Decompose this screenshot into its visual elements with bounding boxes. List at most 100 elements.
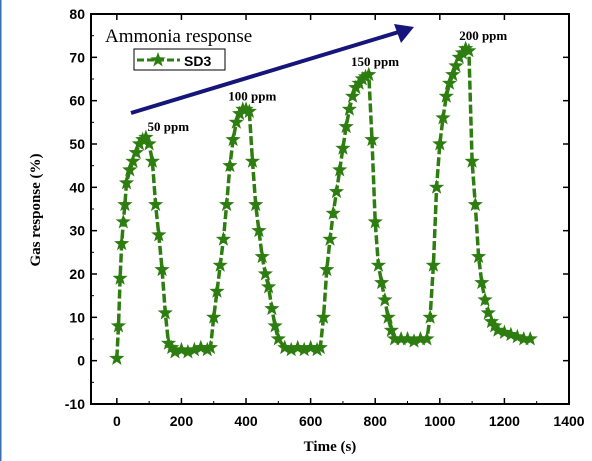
data-point <box>209 283 225 298</box>
data-point <box>406 333 422 348</box>
data-point <box>180 344 196 359</box>
data-point <box>312 339 328 355</box>
y-tick-label: 60 <box>69 93 85 109</box>
x-axis-title: Time (s) <box>304 439 357 455</box>
data-point <box>364 131 380 147</box>
data-point <box>141 136 157 151</box>
x-tick-label: 400 <box>234 413 258 429</box>
x-tick-label: 1400 <box>553 413 584 429</box>
data-point <box>361 66 377 82</box>
trend-arrow <box>130 24 414 115</box>
data-point <box>112 270 128 285</box>
data-point <box>122 162 138 177</box>
data-point <box>516 331 532 346</box>
data-point <box>471 248 487 264</box>
legend-marker <box>150 52 166 67</box>
legend-box <box>133 48 226 71</box>
data-point <box>254 248 270 264</box>
data-point <box>483 313 500 329</box>
data-point <box>251 222 267 238</box>
data-point <box>325 205 341 220</box>
data-point <box>429 179 445 194</box>
y-tick-label: 40 <box>69 179 85 195</box>
data-point <box>432 136 448 151</box>
data-point <box>228 114 244 129</box>
data-point <box>212 257 228 272</box>
y-tick-label: 30 <box>69 223 85 239</box>
y-tick-label: 10 <box>69 309 85 325</box>
legend-label: SD3 <box>184 53 211 69</box>
data-point <box>109 350 125 365</box>
figure-border-left <box>0 0 2 461</box>
data-point <box>206 309 222 324</box>
y-tick-label: 0 <box>77 353 85 369</box>
data-point <box>241 103 257 118</box>
data-point <box>125 153 141 168</box>
data-point <box>186 341 202 357</box>
y-tick-label: -10 <box>65 396 85 412</box>
data-point <box>215 231 231 246</box>
data-point <box>164 339 180 355</box>
data-point <box>425 257 441 272</box>
data-point <box>474 274 490 290</box>
data-point <box>173 341 189 357</box>
data-point <box>448 58 464 73</box>
data-point <box>487 318 503 333</box>
data-point <box>264 300 280 316</box>
data-point <box>377 292 393 307</box>
annotation-layer: 50 ppm 100 ppm 150 ppm 200 ppm <box>148 28 508 134</box>
data-point <box>315 309 332 324</box>
data-point <box>422 309 438 324</box>
legend: SD3 <box>133 48 226 71</box>
data-point <box>160 335 177 350</box>
y-tick-label: 50 <box>69 136 85 152</box>
data-point <box>357 68 374 84</box>
annotation-label: 200 ppm <box>459 28 507 43</box>
data-point <box>490 322 506 337</box>
data-point <box>167 344 183 359</box>
data-point <box>128 144 144 160</box>
data-point <box>445 66 461 82</box>
data-point <box>387 331 403 346</box>
y-axis-title: Gas response (%) <box>28 153 44 266</box>
data-point <box>328 183 345 199</box>
data-point <box>332 162 348 177</box>
data-point <box>335 140 351 155</box>
data-point <box>148 196 164 212</box>
data-point <box>244 153 261 168</box>
data-point <box>277 339 293 355</box>
x-tick-label: 0 <box>113 413 121 429</box>
data-point <box>367 214 383 229</box>
data-point <box>154 261 170 277</box>
annotation-label: 50 ppm <box>148 119 190 134</box>
data-point <box>117 196 133 212</box>
x-tick-label: 200 <box>170 413 194 429</box>
data-point <box>118 175 135 190</box>
data-point <box>522 331 538 346</box>
data-point <box>399 331 416 346</box>
data-point <box>380 309 396 324</box>
data-point <box>419 331 435 346</box>
data-point <box>193 339 209 355</box>
data-point <box>496 324 512 339</box>
data-point <box>509 328 525 344</box>
data-point <box>435 110 451 125</box>
data-point <box>144 153 160 168</box>
x-tick-label: 800 <box>364 413 388 429</box>
data-point <box>257 266 273 281</box>
data-point <box>374 274 390 290</box>
x-tick-label: 600 <box>299 413 323 429</box>
data-point <box>151 227 167 242</box>
data-point <box>225 131 241 147</box>
data-point <box>270 331 286 346</box>
data-point <box>480 305 496 320</box>
data-point <box>267 318 283 333</box>
data-point <box>322 231 338 246</box>
x-tick-label: 1000 <box>424 413 455 429</box>
data-point <box>319 261 335 277</box>
data-point <box>290 339 306 355</box>
y-tick-label: 20 <box>69 266 85 282</box>
annotation-label: 100 ppm <box>228 89 276 104</box>
data-point <box>138 129 154 144</box>
y-tick-label: 80 <box>69 6 85 22</box>
